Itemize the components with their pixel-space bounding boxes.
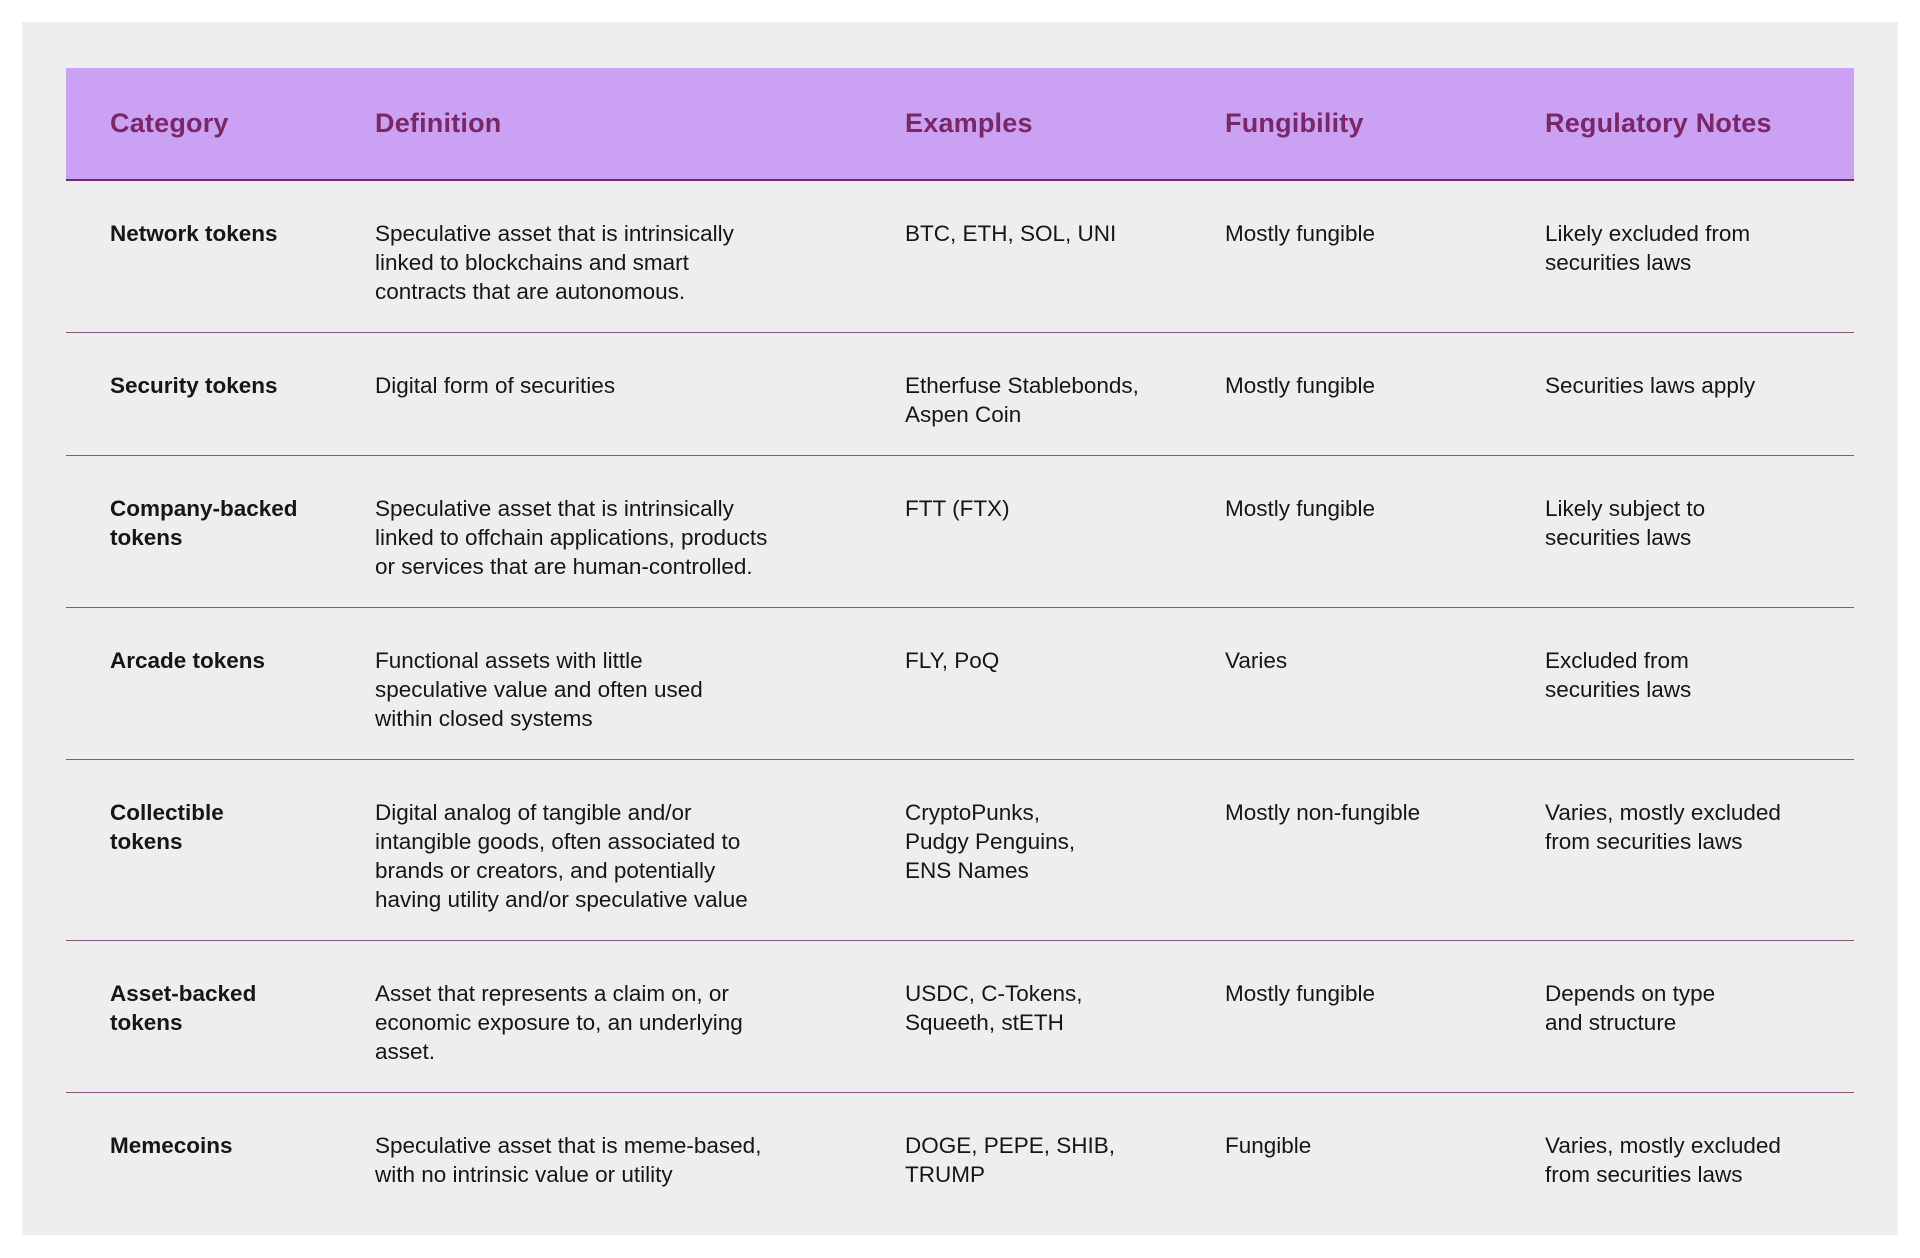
token-categories-table: Category Definition Examples Fungibility…: [66, 68, 1854, 1258]
cell-fungibility: Varies: [1225, 648, 1288, 673]
cell-examples: USDC, C-Tokens, Squeeth, stETH: [905, 981, 1083, 1035]
table-row-network-tokens: Network tokens Speculative asset that is…: [66, 181, 1854, 333]
cell-definition: Speculative asset that is intrinsically …: [375, 221, 734, 304]
table-row-security-tokens: Security tokens Digital form of securiti…: [66, 333, 1854, 456]
cell-definition: Digital analog of tangible and/or intang…: [375, 800, 748, 912]
table-row-memecoins: Memecoins Speculative asset that is meme…: [66, 1093, 1854, 1258]
cell-regulatory-notes: Likely subject to securities laws: [1545, 496, 1706, 550]
cell-category: Security tokens: [110, 373, 278, 398]
cell-regulatory-notes: Depends on type and structure: [1545, 981, 1716, 1035]
table-row-company-backed-tokens: Company-backed tokens Speculative asset …: [66, 456, 1854, 608]
column-header-regulatory-notes: Regulatory Notes: [1545, 108, 1772, 138]
cell-examples: FTT (FTX): [905, 496, 1010, 521]
cell-regulatory-notes: Likely excluded from securities laws: [1545, 221, 1751, 275]
table-row-collectible-tokens: Collectible tokens Digital analog of tan…: [66, 760, 1854, 941]
cell-examples: FLY, PoQ: [905, 648, 1000, 673]
cell-category: Asset-backed tokens: [110, 981, 257, 1035]
column-header-fungibility: Fungibility: [1225, 108, 1364, 138]
cell-fungibility: Mostly fungible: [1225, 496, 1376, 521]
cell-examples: DOGE, PEPE, SHIB, TRUMP: [905, 1133, 1116, 1187]
cell-examples: CryptoPunks, Pudgy Penguins, ENS Names: [905, 800, 1076, 883]
cell-fungibility: Mostly fungible: [1225, 981, 1376, 1006]
cell-regulatory-notes: Varies, mostly excluded from securities …: [1545, 1133, 1781, 1187]
table-row-asset-backed-tokens: Asset-backed tokens Asset that represent…: [66, 941, 1854, 1093]
cell-regulatory-notes: Excluded from securities laws: [1545, 648, 1692, 702]
table-row-arcade-tokens: Arcade tokens Functional assets with lit…: [66, 608, 1854, 760]
cell-definition: Digital form of securities: [375, 373, 616, 398]
cell-regulatory-notes: Securities laws apply: [1545, 373, 1756, 398]
table-header-row: Category Definition Examples Fungibility…: [66, 68, 1854, 181]
cell-examples: Etherfuse Stablebonds, Aspen Coin: [905, 373, 1139, 427]
column-header-definition: Definition: [375, 108, 502, 138]
cell-fungibility: Fungible: [1225, 1133, 1312, 1158]
cell-fungibility: Mostly fungible: [1225, 373, 1376, 398]
cell-definition: Speculative asset that is meme-based, wi…: [375, 1133, 762, 1187]
column-header-category: Category: [110, 108, 229, 138]
cell-category: Collectible tokens: [110, 800, 224, 854]
cell-examples: BTC, ETH, SOL, UNI: [905, 221, 1117, 246]
cell-category: Company-backed tokens: [110, 496, 298, 550]
cell-definition: Functional assets with little speculativ…: [375, 648, 703, 731]
cell-category: Memecoins: [110, 1133, 233, 1158]
cell-definition: Speculative asset that is intrinsically …: [375, 496, 768, 579]
cell-category: Arcade tokens: [110, 648, 266, 673]
content-panel: Category Definition Examples Fungibility…: [22, 22, 1898, 1235]
cell-regulatory-notes: Varies, mostly excluded from securities …: [1545, 800, 1781, 854]
cell-fungibility: Mostly non-fungible: [1225, 800, 1421, 825]
cell-fungibility: Mostly fungible: [1225, 221, 1376, 246]
cell-definition: Asset that represents a claim on, or eco…: [375, 981, 743, 1064]
column-header-examples: Examples: [905, 108, 1033, 138]
cell-category: Network tokens: [110, 221, 278, 246]
